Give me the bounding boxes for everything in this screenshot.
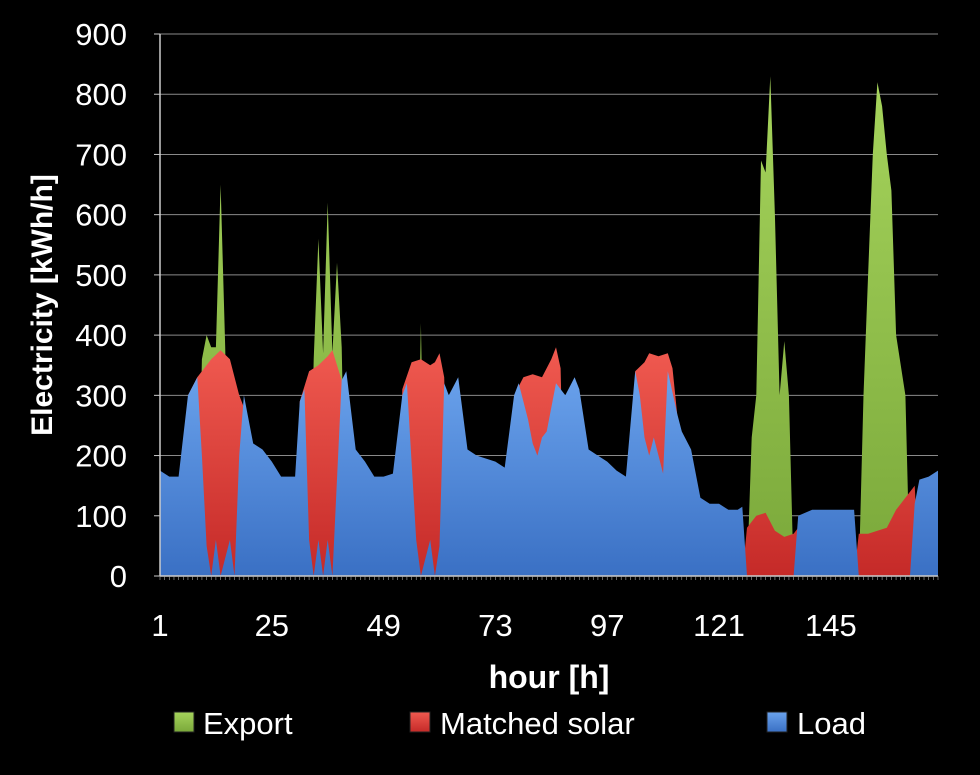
y-tick-label: 400 [75, 318, 127, 353]
x-tick-label: 1 [151, 608, 168, 643]
y-tick-labels: 0 100 200 300 400 500 600 700 800 900 [75, 17, 127, 594]
axes [159, 34, 939, 580]
x-tick-label: 25 [255, 608, 289, 643]
y-tick-label: 900 [75, 17, 127, 52]
y-axis-label: Electricity [kWh/h] [26, 174, 59, 436]
x-tick-labels: 1 25 49 73 97 121 145 [151, 608, 856, 643]
legend-label: Export [203, 706, 293, 741]
y-tick-label: 800 [75, 77, 127, 112]
y-tick-label: 700 [75, 137, 127, 172]
legend-swatch-load [766, 711, 788, 733]
x-tick-label: 49 [366, 608, 400, 643]
legend-label: Matched solar [440, 706, 635, 741]
y-tick-label: 200 [75, 439, 127, 474]
y-tick-label: 100 [75, 499, 127, 534]
legend: Export Matched solar Load [173, 706, 866, 741]
legend-swatch-export [173, 711, 195, 733]
series-areas [160, 76, 938, 576]
y-tick-label: 0 [110, 559, 127, 594]
y-tick-label: 500 [75, 258, 127, 293]
x-tick-label: 97 [590, 608, 624, 643]
legend-label: Load [797, 706, 866, 741]
area-load [160, 371, 938, 576]
y-tick-label: 300 [75, 378, 127, 413]
area-export [160, 76, 911, 576]
legend-swatch-matched-solar [409, 711, 431, 733]
x-tick-label: 121 [693, 608, 745, 643]
x-tick-label: 73 [478, 608, 512, 643]
y-tick-label: 600 [75, 198, 127, 233]
x-axis-label: hour [h] [489, 659, 610, 695]
x-tick-label: 145 [805, 608, 857, 643]
